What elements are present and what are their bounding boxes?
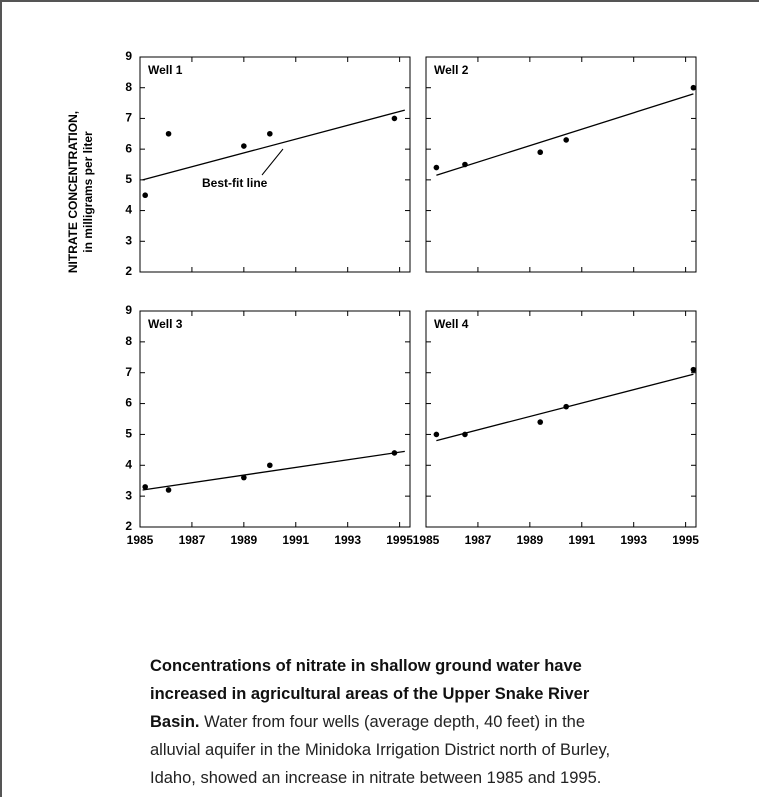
data-point [433,164,440,171]
best-fit-line [142,450,405,491]
data-point [537,149,544,156]
best-fit-line [142,109,405,181]
panel-title: Well 3 [148,317,183,331]
y-tick-label: 6 [125,396,132,410]
y-tick-label: 8 [125,80,132,94]
y-tick-label: 3 [125,488,132,502]
data-point [433,431,440,438]
y-tick-label: 7 [125,365,132,379]
y-axis-label: in milligrams per liter [81,131,95,253]
data-point [267,130,273,137]
data-point [165,487,172,493]
best-fit-line [436,93,694,176]
x-tick-label: 1985 [127,533,154,547]
data-point [563,403,569,410]
caption: Concentrations of nitrate in shallow gro… [150,652,630,792]
chart: NITRATE CONCENTRATION, in milligrams per… [66,49,699,547]
caption-bold: Concentrations of nitrate in shallow gro… [150,657,590,731]
y-tick-label: 8 [125,334,132,348]
y-tick-label: 4 [125,203,132,217]
x-tick-label: 1993 [334,533,361,547]
x-tick-label: 1991 [282,533,309,547]
data-point [241,143,247,149]
y-tick-label: 4 [125,457,132,471]
y-tick-label: 2 [125,519,132,533]
y-tick-label: 5 [125,172,132,186]
annotation: Best-fit line [202,176,268,190]
y-tick-label: 3 [125,233,132,247]
data-point [267,462,273,469]
x-tick-label: 1995 [672,533,699,547]
x-tick-label: 1989 [230,533,257,547]
plot-frame [425,310,697,528]
x-tick-label: 1991 [568,533,595,547]
data-point [462,431,468,438]
y-tick-label: 9 [125,303,132,317]
data-point [563,137,569,143]
data-point [142,192,148,199]
data-point [391,115,398,122]
y-tick-label: 5 [125,427,132,441]
data-point [391,450,398,456]
caption-text: Water from four wells (average depth, 40… [150,713,611,787]
plot-frame [139,310,411,528]
data-point [462,161,468,168]
x-tick-label: 1985 [413,533,440,547]
annotation-leader [261,148,284,176]
panel-title: Well 4 [434,317,469,331]
y-tick-label: 7 [125,111,132,125]
y-tick-label: 2 [125,264,132,278]
plot-frame [425,56,697,273]
x-tick-label: 1989 [516,533,543,547]
y-axis-label: NITRATE CONCENTRATION, [66,111,80,273]
x-tick-label: 1993 [620,533,647,547]
x-tick-label: 1987 [465,533,492,547]
data-point [165,130,172,137]
panel-title: Well 1 [148,63,183,77]
y-tick-label: 6 [125,141,132,155]
plot-frame [139,56,411,273]
data-point [690,84,697,91]
panel-title: Well 2 [434,63,469,77]
data-point [690,366,697,373]
data-point [142,484,148,490]
x-tick-label: 1995 [386,533,413,547]
y-tick-label: 9 [125,49,132,63]
data-point [537,419,544,425]
data-point [241,474,247,481]
x-tick-label: 1987 [179,533,206,547]
